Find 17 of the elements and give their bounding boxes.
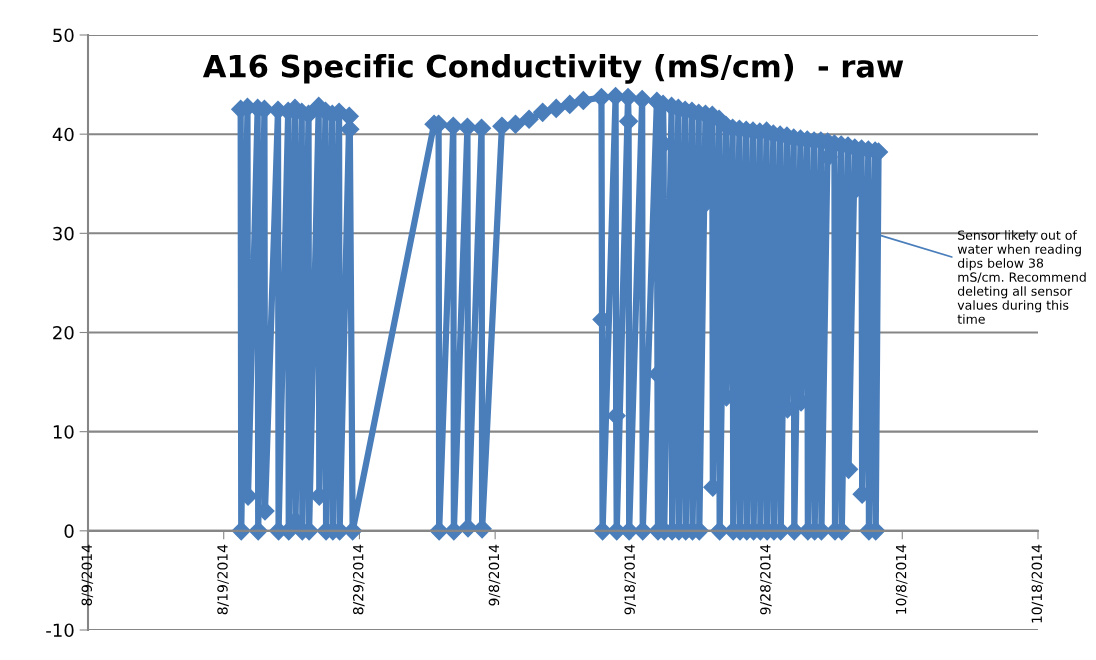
y-tick-label: 0 — [64, 524, 74, 538]
x-tick-label: 9/8/2014 — [488, 544, 501, 606]
x-tick-label: 8/19/2014 — [217, 544, 229, 615]
x-tick-label: 8/9/2014 — [81, 544, 94, 606]
text: A16 Specific Conductivity (mS/cm) - raw — [202, 54, 904, 84]
y-tick-label: 10 — [53, 425, 74, 439]
x-tick-label: 8/29/2014 — [352, 544, 365, 615]
x-tick-label: 9/18/2014 — [624, 544, 636, 615]
annotation: Sensor likely out of water when reading dips below 38 mS/cm. Recommend deleting all sensor values during this time — [957, 230, 1086, 324]
y-tick-label: -10 — [46, 623, 74, 638]
x-tick-label: 9/28/2014 — [760, 544, 772, 615]
y-tick-label: 20 — [53, 325, 74, 340]
x-tick-label: 10/18/2014 — [1031, 544, 1044, 623]
y-tick-label: 40 — [52, 127, 74, 142]
y-tick-label: 30 — [53, 226, 74, 241]
x-tick-label: 10/8/2014 — [895, 544, 908, 614]
y-tick-label: 50 — [53, 28, 74, 43]
